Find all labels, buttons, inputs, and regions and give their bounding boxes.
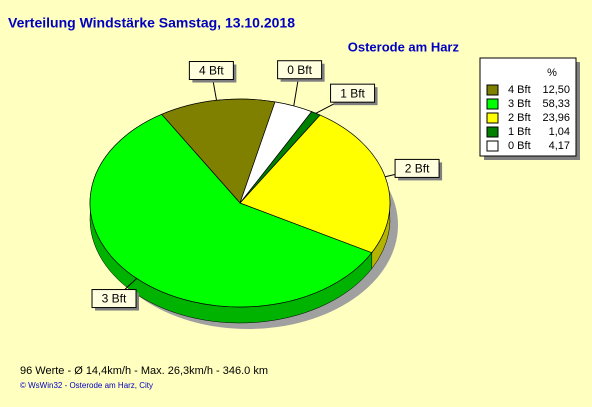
label-box [91,289,137,309]
label-box [394,158,440,178]
legend-value: 58,33 [542,98,570,110]
legend-swatch [486,140,499,152]
credit: © WsWin32 - Osterode am Harz, City [20,381,153,390]
legend-label: 4 Bft [508,84,531,96]
legend-label: 3 Bft [508,98,531,110]
legend-swatch [486,84,499,96]
label-box [330,83,376,103]
chart-title: Verteilung Windstärke Samstag, 13.10.201… [8,15,295,31]
legend-value: 23,96 [542,112,570,124]
pie-slice [239,114,391,254]
legend-swatch [486,112,499,124]
legend-title: % [547,67,557,79]
slice-label: 4 Bft [199,64,224,78]
slice-label: 2 Bft [405,162,430,176]
legend-swatch [486,98,499,110]
chart-subtitle: Osterode am Harz [348,39,460,54]
legend-label: 2 Bft [508,112,531,124]
pie-slice [161,98,276,204]
legend-swatch [486,126,499,138]
label-box [277,60,323,80]
pie-slice [239,101,313,204]
slice-label: 3 Bft [102,292,127,306]
footer: 96 Werte - Ø 14,4km/h - Max. 26,3km/h - … [20,365,268,377]
pie-slice [89,113,373,308]
label-box [188,61,234,81]
legend-label: 1 Bft [508,126,531,138]
slice-label: 0 Bft [287,63,312,77]
legend-value: 4,17 [549,140,570,152]
slice-label: 1 Bft [340,86,365,100]
legend-value: 12,50 [542,84,570,96]
legend-label: 0 Bft [508,140,531,152]
legend-value: 1,04 [549,126,570,138]
